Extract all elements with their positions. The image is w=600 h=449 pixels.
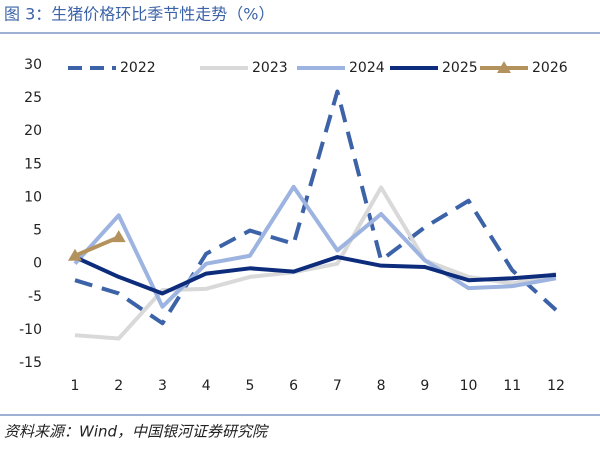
legend-label: 2024 [349,60,385,76]
y-tick-label: -15 [19,355,42,371]
y-tick-label: 20 [24,123,42,139]
chart-title: 图 3：生猪价格环比季节性走势（%） [4,5,274,24]
x-tick-label: 2 [114,378,123,394]
series-line [74,255,557,296]
legend-label: 2022 [120,60,156,76]
y-tick-label: -10 [19,322,42,338]
series-marker [68,248,82,261]
series-line [74,235,120,258]
legend-marker [497,61,511,73]
y-tick-label: 25 [24,90,42,106]
y-tick-label: 30 [24,57,42,73]
source: 资料来源：Wind，中国银河证券研究院 [4,423,269,441]
x-tick-label: 12 [547,378,565,394]
x-tick-label: 11 [503,378,521,394]
x-tick-label: 1 [71,378,80,394]
x-tick-label: 5 [245,378,254,394]
x-tick-label: 9 [420,378,429,394]
y-tick-label: -5 [28,289,42,305]
series-line [74,89,558,326]
x-tick-label: 10 [460,378,478,394]
y-tick-label: 15 [24,156,42,172]
x-tick-label: 6 [289,378,298,394]
legend-label: 2026 [532,60,568,76]
x-tick-label: 7 [333,378,342,394]
series-marker [111,230,126,243]
x-tick-label: 4 [202,378,211,394]
legend-label: 2025 [442,60,478,76]
x-tick-label: 8 [377,378,386,394]
y-tick-label: 10 [24,189,42,205]
x-tick-label: 3 [158,378,167,394]
legend-label: 2023 [252,60,288,76]
y-tick-label: 0 [33,256,42,272]
y-tick-label: 5 [33,223,42,239]
